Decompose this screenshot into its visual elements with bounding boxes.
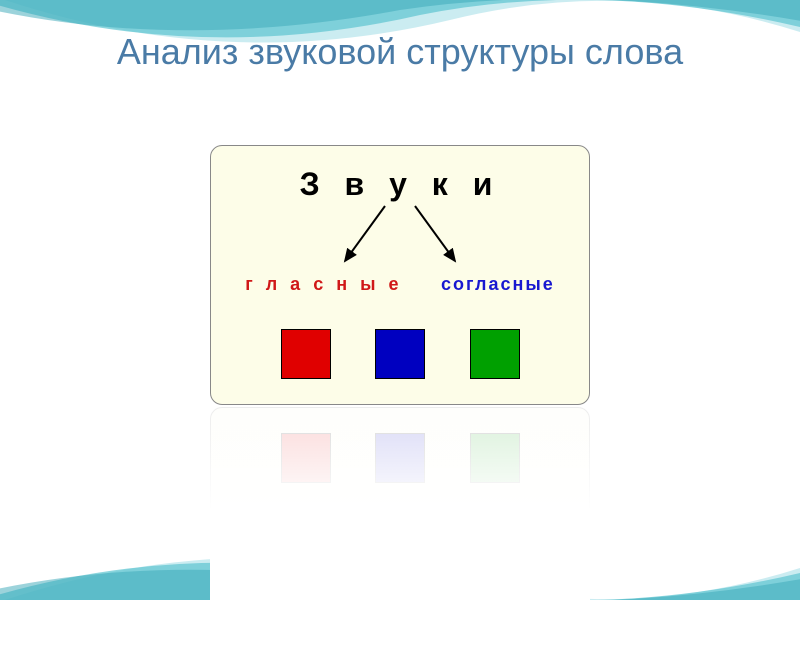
branch-labels: г л а с н ы е согласные — [211, 274, 589, 295]
vowels-label: г л а с н ы е — [245, 274, 402, 295]
green-square — [470, 329, 520, 379]
red-square — [281, 329, 331, 379]
page-title: Анализ звуковой структуры слова — [0, 30, 800, 73]
reflection-fade — [210, 407, 590, 667]
branch-arrows — [310, 201, 490, 271]
consonants-label: согласные — [441, 274, 555, 295]
diagram-card: З в у к и г л а с н ы е согласные — [210, 145, 590, 405]
diagram-container: З в у к и г л а с н ы е согласные — [210, 145, 590, 405]
sounds-header: З в у к и — [226, 166, 574, 203]
blue-square — [375, 329, 425, 379]
color-squares-row — [211, 329, 589, 379]
